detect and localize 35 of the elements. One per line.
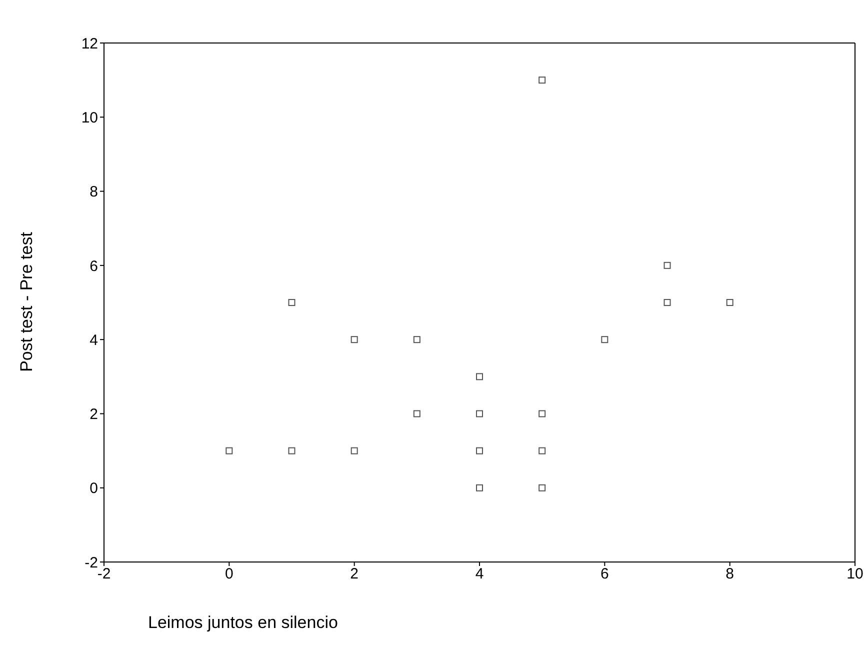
x-tick-label: 4 <box>475 566 484 583</box>
x-axis-title: Leimos juntos en silencio <box>148 613 338 633</box>
point <box>476 410 483 418</box>
x-tick-label: 2 <box>350 566 359 583</box>
x-tick-label: 10 <box>846 566 864 583</box>
x-tick-label: 8 <box>726 566 734 583</box>
y-tick-label: 4 <box>90 332 98 349</box>
y-tick-label: 10 <box>81 109 98 126</box>
point <box>538 76 546 84</box>
y-axis-title: Post test - Pre test <box>17 232 36 372</box>
point <box>476 484 483 492</box>
y-tick-label: 0 <box>90 480 98 498</box>
point <box>413 336 420 344</box>
x-tick-label: 6 <box>600 566 609 583</box>
point <box>538 484 546 492</box>
y-tick-label: 8 <box>90 184 98 201</box>
point <box>476 447 483 454</box>
point <box>664 262 671 269</box>
y-tick-label: -2 <box>84 554 98 572</box>
point <box>726 299 734 306</box>
y-tick-label: 6 <box>90 258 98 275</box>
point <box>350 336 358 344</box>
y-tick-label: 12 <box>81 35 98 52</box>
point <box>288 299 296 306</box>
point <box>538 447 546 454</box>
point <box>476 373 483 380</box>
point <box>288 447 296 454</box>
point <box>538 410 546 418</box>
point <box>226 447 233 454</box>
point <box>664 299 671 306</box>
x-tick-label: 0 <box>224 566 234 583</box>
point <box>601 336 608 344</box>
point <box>350 447 358 454</box>
point <box>413 410 420 418</box>
y-tick-label: 2 <box>90 406 98 424</box>
